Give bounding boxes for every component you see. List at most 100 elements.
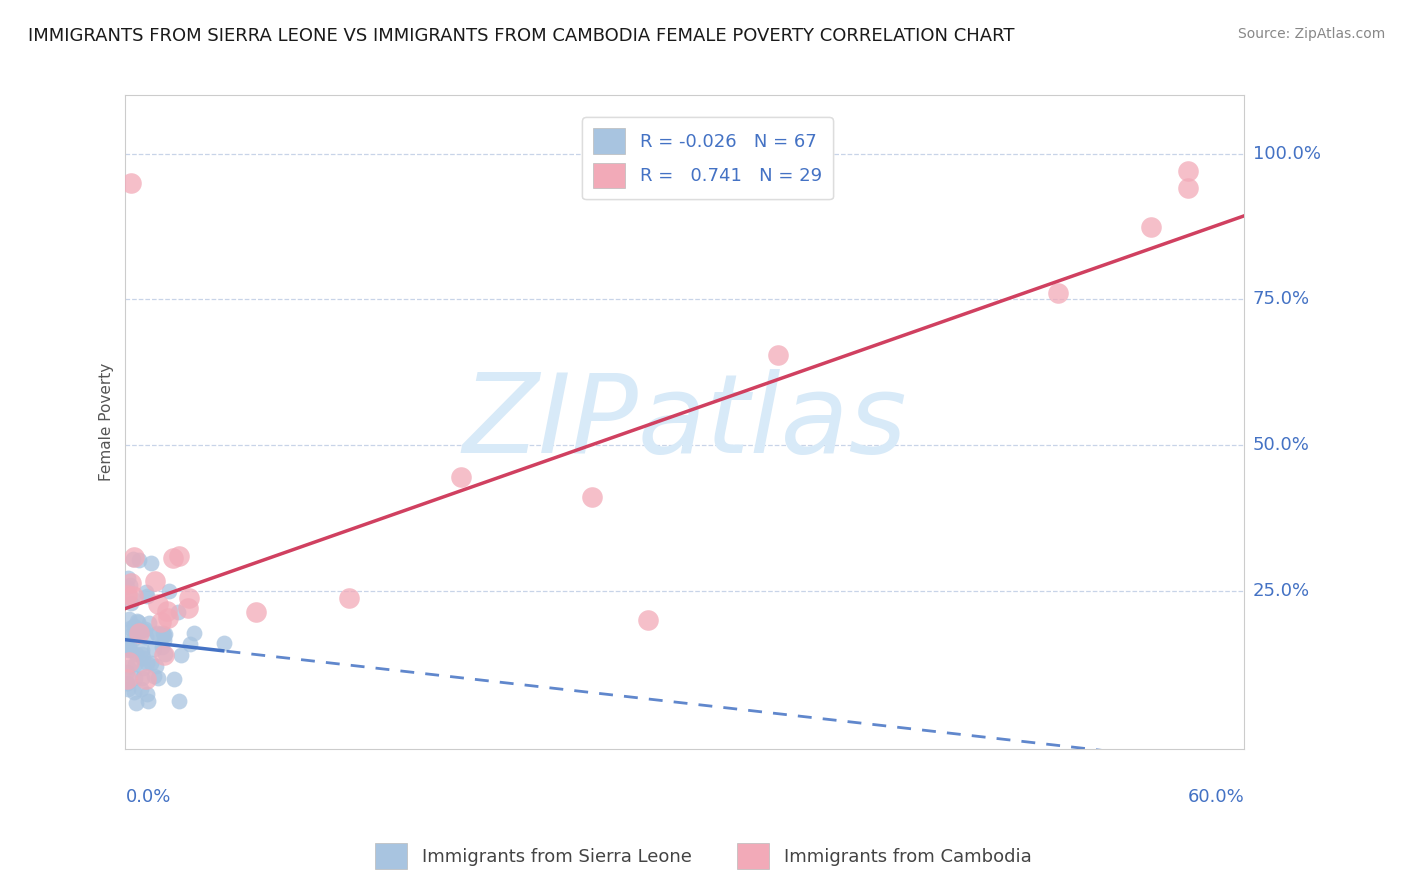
Point bbox=[138, 616, 160, 631]
Point bbox=[121, 576, 143, 591]
Point bbox=[581, 490, 603, 504]
Point bbox=[117, 580, 139, 594]
Point bbox=[118, 655, 141, 669]
Point bbox=[212, 636, 235, 650]
Point bbox=[117, 672, 139, 686]
Point bbox=[118, 629, 141, 643]
Point bbox=[117, 587, 139, 601]
Point bbox=[176, 601, 198, 615]
Legend: R = -0.026   N = 67, R =   0.741   N = 29: R = -0.026 N = 67, R = 0.741 N = 29 bbox=[582, 118, 832, 199]
Text: Source: ZipAtlas.com: Source: ZipAtlas.com bbox=[1237, 27, 1385, 41]
Point bbox=[117, 676, 139, 690]
Point bbox=[122, 552, 145, 566]
Point bbox=[162, 550, 184, 565]
Point bbox=[139, 657, 162, 671]
Point bbox=[1140, 219, 1163, 234]
Point bbox=[1177, 181, 1199, 195]
Text: IMMIGRANTS FROM SIERRA LEONE VS IMMIGRANTS FROM CAMBODIA FEMALE POVERTY CORRELAT: IMMIGRANTS FROM SIERRA LEONE VS IMMIGRAN… bbox=[28, 27, 1015, 45]
Point bbox=[166, 606, 188, 620]
Legend: Immigrants from Sierra Leone, Immigrants from Cambodia: Immigrants from Sierra Leone, Immigrants… bbox=[367, 836, 1039, 876]
Point bbox=[150, 640, 173, 655]
Point bbox=[153, 648, 176, 662]
Point bbox=[153, 633, 176, 648]
Point bbox=[179, 637, 201, 651]
Point bbox=[117, 642, 139, 657]
Point bbox=[117, 665, 139, 679]
Text: 50.0%: 50.0% bbox=[1253, 436, 1309, 454]
Point bbox=[1177, 164, 1199, 178]
Point bbox=[146, 627, 169, 641]
Point bbox=[117, 640, 139, 655]
Point bbox=[132, 623, 155, 637]
Y-axis label: Female Poverty: Female Poverty bbox=[100, 363, 114, 481]
Point bbox=[148, 671, 170, 685]
Point bbox=[157, 583, 180, 598]
Text: 0.0%: 0.0% bbox=[125, 788, 172, 805]
Point bbox=[122, 589, 145, 603]
Point bbox=[120, 621, 142, 635]
Point bbox=[125, 614, 148, 628]
Point bbox=[152, 625, 174, 640]
Point bbox=[117, 675, 139, 690]
Text: 25.0%: 25.0% bbox=[1253, 582, 1310, 600]
Point bbox=[163, 673, 186, 687]
Point bbox=[1046, 285, 1069, 300]
Point bbox=[124, 685, 146, 699]
Point bbox=[131, 671, 153, 685]
Point bbox=[131, 642, 153, 657]
Point bbox=[120, 643, 142, 657]
Point bbox=[170, 648, 193, 663]
Point bbox=[124, 671, 146, 685]
Point bbox=[167, 694, 190, 708]
Point bbox=[145, 574, 167, 588]
Point bbox=[120, 596, 142, 610]
Point bbox=[124, 657, 146, 672]
Point bbox=[131, 647, 153, 661]
Point bbox=[117, 681, 139, 696]
Point bbox=[167, 549, 190, 563]
Point bbox=[120, 176, 142, 190]
Point bbox=[152, 628, 174, 642]
Point bbox=[122, 549, 145, 564]
Point bbox=[122, 632, 145, 646]
Point bbox=[766, 348, 789, 362]
Point bbox=[118, 578, 141, 592]
Point bbox=[637, 614, 659, 628]
Point bbox=[142, 642, 165, 657]
Point bbox=[450, 470, 472, 484]
Point bbox=[337, 591, 360, 605]
Point bbox=[127, 615, 149, 630]
Point bbox=[153, 627, 176, 641]
Point bbox=[132, 650, 155, 665]
Point bbox=[136, 694, 159, 708]
Point bbox=[146, 626, 169, 640]
Point bbox=[117, 571, 139, 585]
Point bbox=[179, 591, 201, 605]
Point bbox=[118, 612, 141, 626]
Point bbox=[128, 552, 150, 566]
Point bbox=[122, 618, 145, 632]
Point bbox=[149, 615, 172, 630]
Point bbox=[145, 658, 167, 673]
Point bbox=[136, 589, 159, 603]
Point bbox=[135, 687, 157, 701]
Point bbox=[141, 556, 163, 570]
Point bbox=[153, 647, 176, 661]
Point bbox=[135, 584, 157, 599]
Point bbox=[118, 637, 141, 651]
Text: 60.0%: 60.0% bbox=[1188, 788, 1244, 805]
Point bbox=[125, 697, 148, 711]
Point bbox=[148, 598, 170, 612]
Point bbox=[122, 620, 145, 634]
Point bbox=[136, 656, 159, 670]
Point bbox=[128, 625, 150, 640]
Text: ZIPatlas: ZIPatlas bbox=[463, 368, 907, 475]
Text: 100.0%: 100.0% bbox=[1253, 145, 1320, 162]
Point bbox=[183, 626, 205, 640]
Point bbox=[157, 611, 180, 625]
Point bbox=[245, 605, 267, 619]
Point bbox=[134, 622, 156, 636]
Point bbox=[131, 661, 153, 675]
Point bbox=[135, 672, 157, 686]
Point bbox=[121, 591, 143, 606]
